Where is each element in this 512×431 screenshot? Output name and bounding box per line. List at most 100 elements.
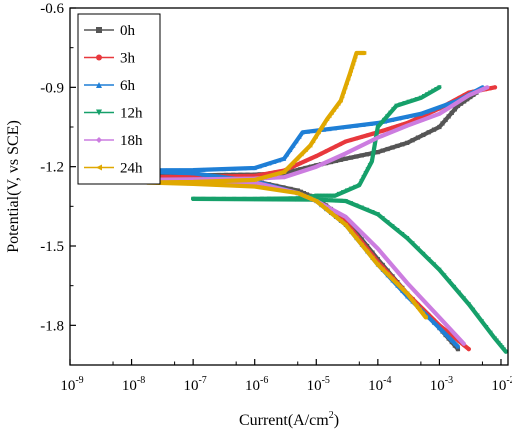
data-point — [299, 152, 304, 157]
data-point — [418, 95, 423, 101]
data-point — [232, 166, 237, 171]
data-point — [446, 335, 451, 340]
data-point — [447, 105, 452, 110]
data-point — [484, 324, 489, 330]
legend-label: 24h — [120, 161, 143, 177]
data-point — [380, 128, 385, 133]
y-tick-label: -1.5 — [40, 239, 64, 255]
data-point — [277, 171, 282, 176]
data-point — [488, 330, 493, 335]
data-point — [242, 166, 247, 171]
data-point — [274, 187, 279, 192]
data-point — [426, 130, 431, 135]
data-point — [307, 196, 313, 201]
data-point — [400, 275, 405, 280]
data-point — [281, 188, 286, 194]
data-point — [423, 315, 428, 320]
legend-marker — [96, 82, 102, 88]
data-point — [201, 179, 206, 184]
data-point — [348, 229, 354, 234]
data-point — [308, 143, 313, 148]
data-point — [359, 179, 364, 184]
data-point — [421, 117, 426, 122]
data-point — [385, 114, 390, 119]
data-point — [445, 324, 450, 329]
data-point — [469, 91, 474, 97]
y-tick-label: -0.6 — [40, 1, 64, 17]
data-point — [348, 137, 354, 143]
data-point — [333, 155, 338, 160]
data-point — [400, 125, 405, 130]
data-point — [313, 134, 319, 139]
data-point — [160, 180, 165, 185]
data-point — [418, 111, 423, 116]
data-point — [414, 97, 419, 102]
data-point — [338, 198, 343, 203]
x-tick-label: 10-3 — [430, 375, 453, 394]
data-point — [388, 110, 393, 115]
data-point — [288, 189, 293, 195]
data-point — [339, 125, 345, 130]
data-point — [421, 251, 426, 257]
data-point — [168, 180, 173, 185]
data-point — [458, 101, 464, 106]
x-tick-label: 10-4 — [368, 375, 391, 394]
data-point — [449, 338, 454, 343]
legend-item-0h: 0h — [84, 23, 136, 39]
data-point — [304, 194, 310, 200]
data-point — [303, 165, 308, 171]
x-tick-label: 10-9 — [60, 375, 83, 394]
data-point — [336, 101, 341, 106]
data-point — [211, 167, 216, 172]
data-point — [466, 302, 471, 307]
data-point — [183, 179, 188, 185]
data-point — [314, 198, 319, 204]
data-point — [211, 179, 216, 184]
data-point — [343, 198, 348, 204]
data-point — [311, 197, 316, 202]
data-point — [415, 135, 421, 140]
data-point — [395, 228, 400, 233]
data-point — [259, 196, 264, 201]
data-point — [405, 140, 410, 145]
data-point — [431, 262, 437, 267]
data-point — [354, 146, 359, 151]
data-point — [437, 124, 442, 130]
data-point — [394, 103, 399, 108]
data-point — [348, 201, 354, 206]
data-point — [308, 156, 314, 161]
legend-marker — [96, 109, 102, 116]
data-point — [287, 169, 292, 175]
data-point — [390, 145, 395, 150]
data-point — [322, 121, 327, 126]
legend-label: 12h — [120, 106, 143, 122]
data-point — [257, 164, 262, 169]
x-tick-label: 10-8 — [122, 375, 145, 394]
data-point — [349, 186, 354, 191]
x-axis: 10-9 10-8 10-7 10-6 10-5 10-4 10-3 10-2 — [60, 359, 512, 394]
data-point — [461, 96, 466, 101]
data-point — [471, 307, 476, 313]
data-point — [211, 173, 216, 179]
data-point — [380, 133, 385, 138]
data-point — [465, 97, 470, 102]
data-point — [303, 158, 308, 164]
data-point — [344, 80, 349, 86]
data-point — [298, 189, 303, 194]
data-point — [281, 156, 287, 161]
data-point — [343, 156, 348, 161]
data-point — [362, 50, 367, 56]
data-point — [426, 257, 431, 262]
data-point — [468, 94, 473, 100]
data-point — [437, 315, 442, 320]
data-point — [300, 130, 305, 135]
data-point — [328, 198, 334, 203]
data-point — [294, 139, 299, 144]
cathodic-branch — [129, 177, 466, 346]
data-point — [395, 269, 400, 274]
data-point — [374, 130, 379, 135]
data-point — [385, 127, 390, 132]
data-point — [201, 172, 206, 177]
data-point — [453, 332, 458, 338]
data-point — [390, 129, 395, 134]
